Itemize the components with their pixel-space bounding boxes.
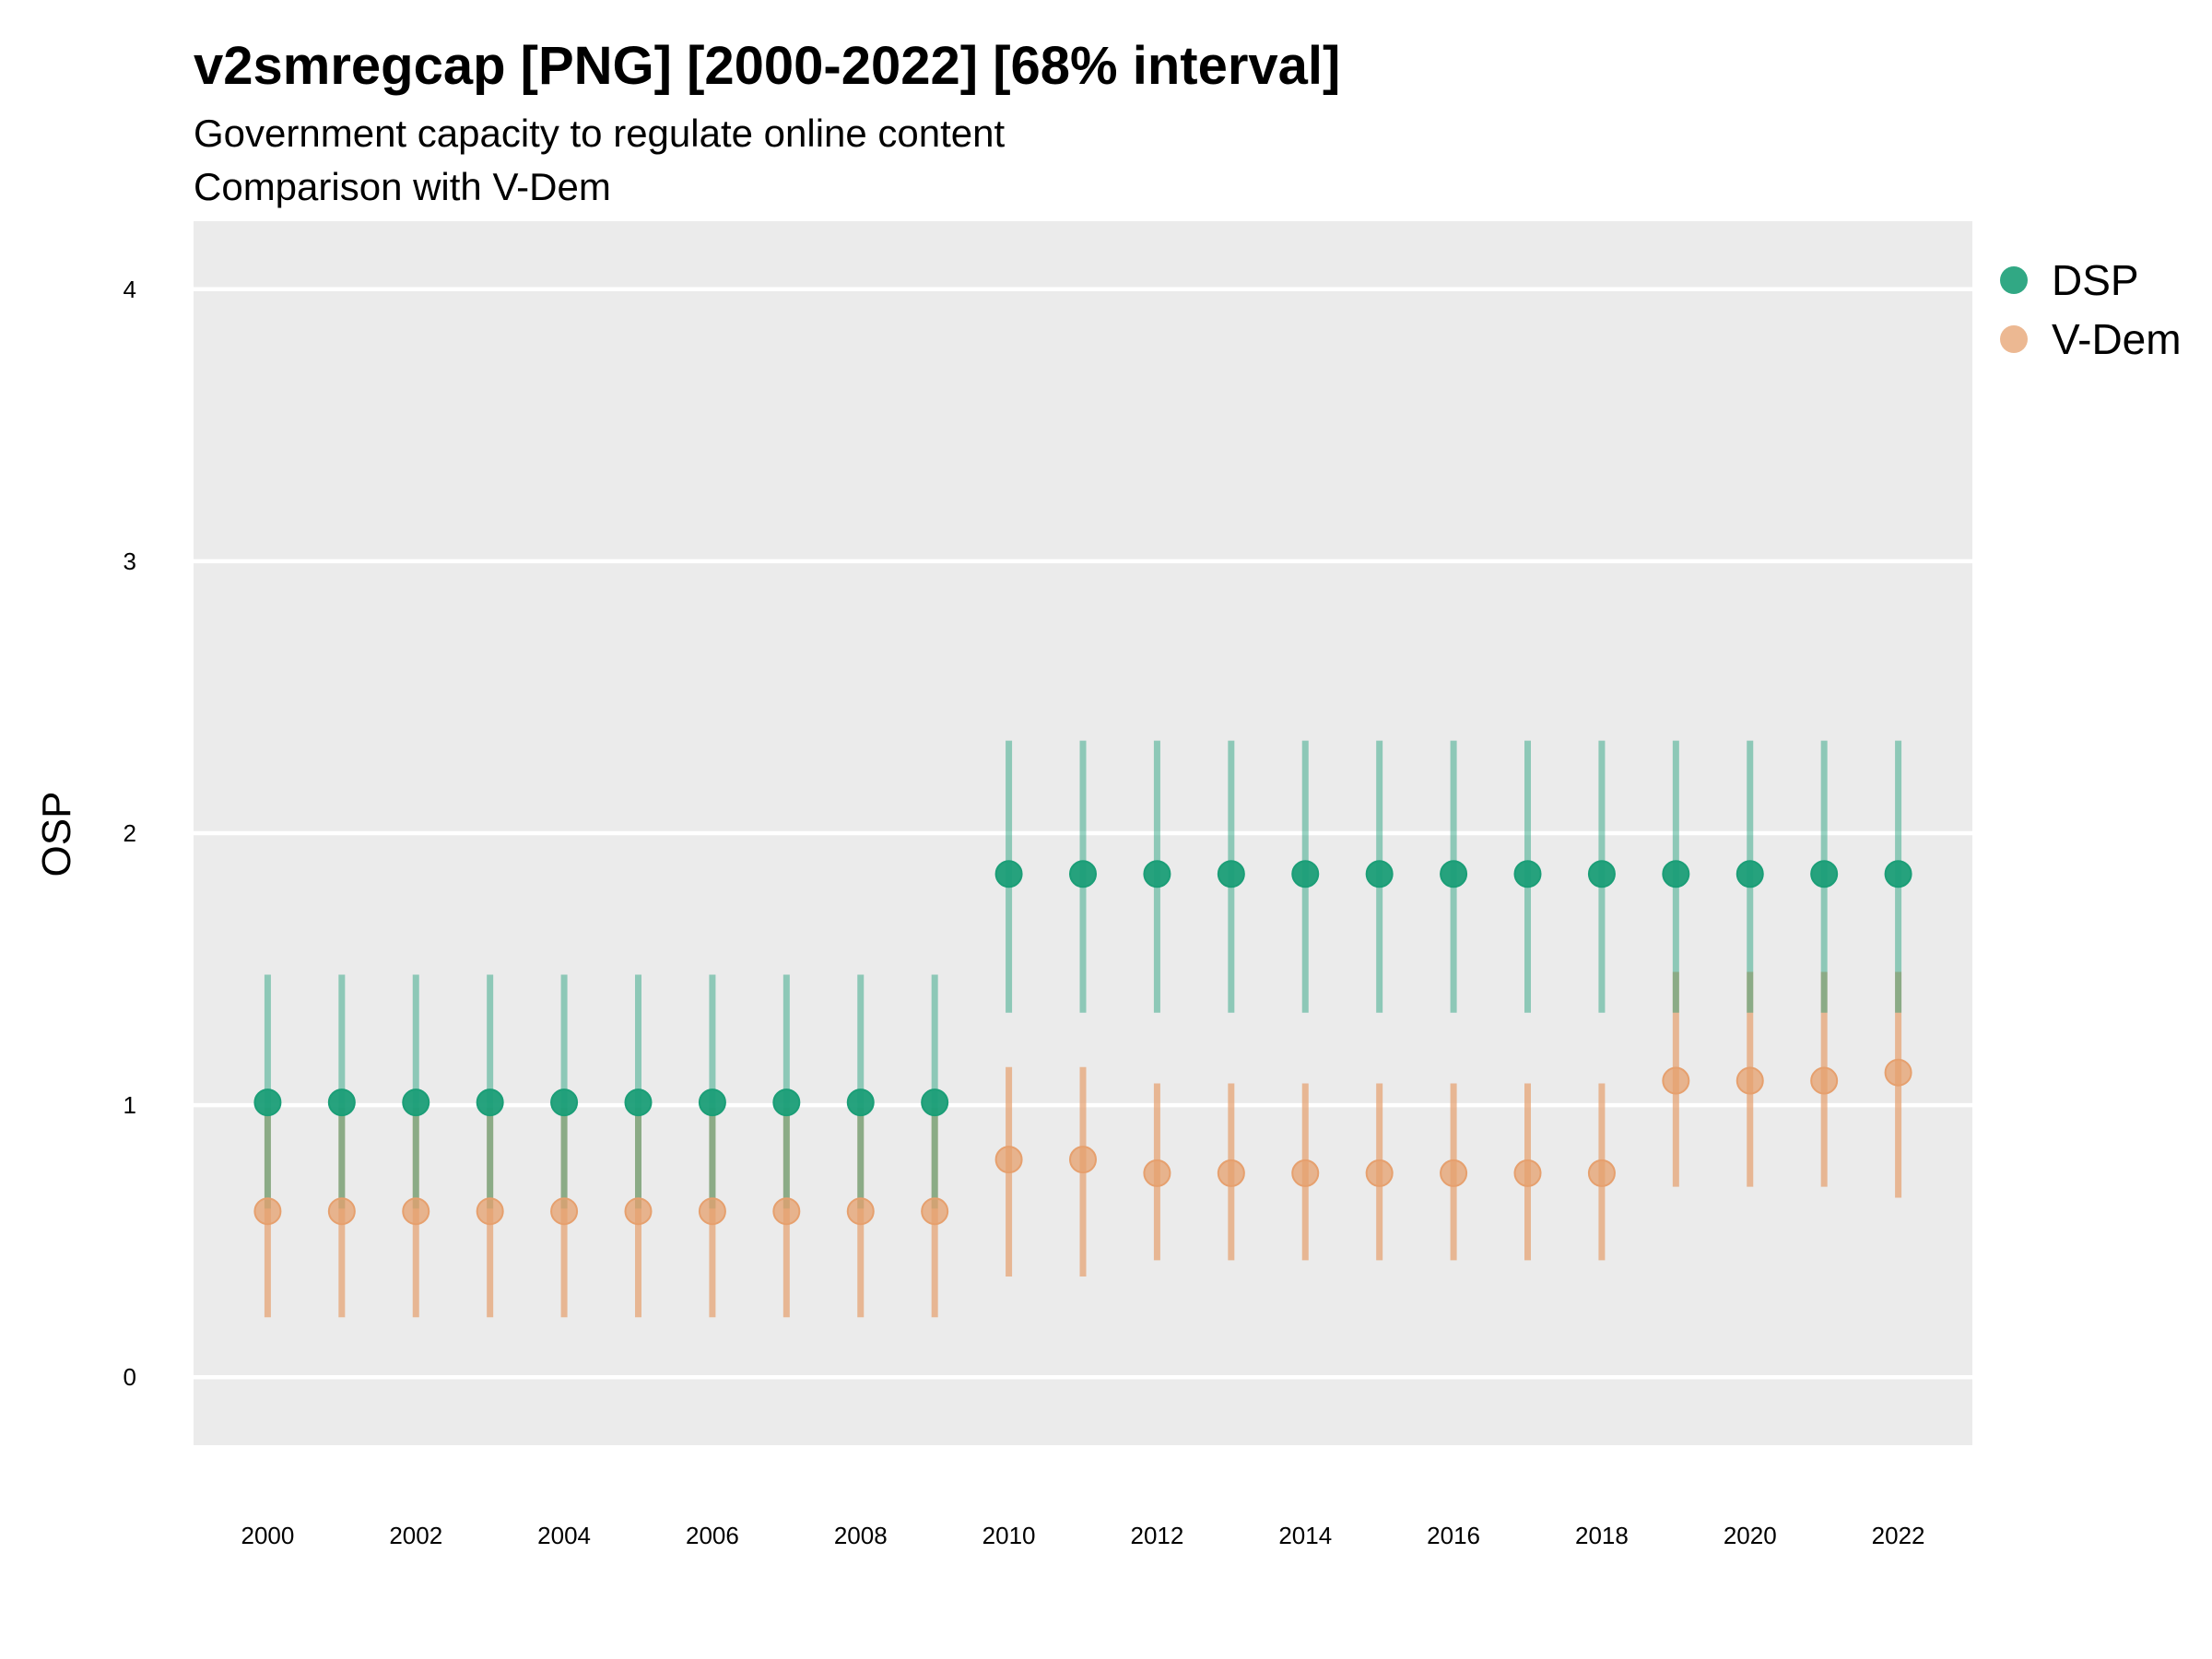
legend-item-vdem: V-Dem xyxy=(2000,310,2182,369)
point-vdem xyxy=(1884,1058,1912,1087)
y-tick-label: 0 xyxy=(124,1363,136,1391)
point-vdem xyxy=(1513,1159,1542,1187)
x-tick-label: 2022 xyxy=(1872,1522,1925,1549)
y-tick-label: 4 xyxy=(124,276,136,303)
x-tick-label: 2002 xyxy=(389,1522,442,1549)
x-tick-label: 2010 xyxy=(982,1522,1036,1549)
point-vdem xyxy=(1810,1066,1839,1095)
point-vdem xyxy=(476,1197,504,1226)
point-dsp xyxy=(476,1088,504,1117)
point-dsp xyxy=(1440,860,1468,888)
point-vdem xyxy=(1069,1146,1097,1174)
point-dsp xyxy=(921,1088,949,1117)
point-vdem xyxy=(253,1197,282,1226)
point-vdem xyxy=(1365,1159,1394,1187)
point-dsp xyxy=(624,1088,653,1117)
point-vdem xyxy=(1662,1066,1690,1095)
point-dsp xyxy=(1069,860,1097,888)
x-tick-label: 2012 xyxy=(1130,1522,1183,1549)
point-dsp xyxy=(327,1088,356,1117)
subtitle-line-1: Government capacity to regulate online c… xyxy=(194,112,1006,155)
point-dsp xyxy=(1735,860,1764,888)
point-dsp xyxy=(1217,860,1245,888)
legend-label-dsp: DSP xyxy=(2052,256,2139,304)
point-dsp xyxy=(550,1088,579,1117)
legend-item-dsp: DSP xyxy=(2000,251,2182,310)
y-tick-label: 2 xyxy=(124,819,136,847)
legend: DSP V-Dem xyxy=(2000,251,2182,369)
point-dsp xyxy=(772,1088,801,1117)
point-dsp xyxy=(1513,860,1542,888)
x-tick-label: 2020 xyxy=(1724,1522,1777,1549)
point-vdem xyxy=(1440,1159,1468,1187)
legend-key-vdem xyxy=(2000,325,2028,353)
point-vdem xyxy=(1217,1159,1245,1187)
point-dsp xyxy=(253,1088,282,1117)
legend-label-vdem: V-Dem xyxy=(2052,315,2182,363)
y-tick-label: 1 xyxy=(124,1091,136,1119)
point-dsp xyxy=(1810,860,1839,888)
point-vdem xyxy=(921,1197,949,1226)
point-vdem xyxy=(772,1197,801,1226)
subtitle-line-2: Comparison with V-Dem xyxy=(194,165,611,208)
chart-title: v2smregcap [PNG] [2000-2022] [68% interv… xyxy=(194,36,1341,96)
point-vdem xyxy=(698,1197,726,1226)
point-vdem xyxy=(1291,1159,1320,1187)
point-dsp xyxy=(1143,860,1171,888)
x-tick-label: 2018 xyxy=(1575,1522,1629,1549)
chart-subtitle: Government capacity to regulate online c… xyxy=(194,107,1005,214)
x-tick-label: 2008 xyxy=(834,1522,888,1549)
point-dsp xyxy=(1884,860,1912,888)
point-vdem xyxy=(624,1197,653,1226)
x-tick-label: 2004 xyxy=(537,1522,591,1549)
point-dsp xyxy=(1662,860,1690,888)
point-vdem xyxy=(1587,1159,1616,1187)
point-vdem xyxy=(1143,1159,1171,1187)
point-vdem xyxy=(402,1197,430,1226)
point-dsp xyxy=(1291,860,1320,888)
point-dsp xyxy=(1587,860,1616,888)
x-tick-label: 2014 xyxy=(1278,1522,1332,1549)
point-dsp xyxy=(402,1088,430,1117)
x-tick-label: 2016 xyxy=(1427,1522,1480,1549)
legend-key-dsp xyxy=(2000,266,2028,294)
point-vdem xyxy=(1735,1066,1764,1095)
point-vdem xyxy=(550,1197,579,1226)
point-dsp xyxy=(994,860,1023,888)
x-tick-label: 2006 xyxy=(686,1522,739,1549)
point-dsp xyxy=(1365,860,1394,888)
point-vdem xyxy=(994,1146,1023,1174)
y-tick-label: 3 xyxy=(124,547,136,575)
point-dsp xyxy=(698,1088,726,1117)
point-vdem xyxy=(327,1197,356,1226)
point-dsp xyxy=(846,1088,875,1117)
point-vdem xyxy=(846,1197,875,1226)
x-tick-label: 2000 xyxy=(241,1522,294,1549)
